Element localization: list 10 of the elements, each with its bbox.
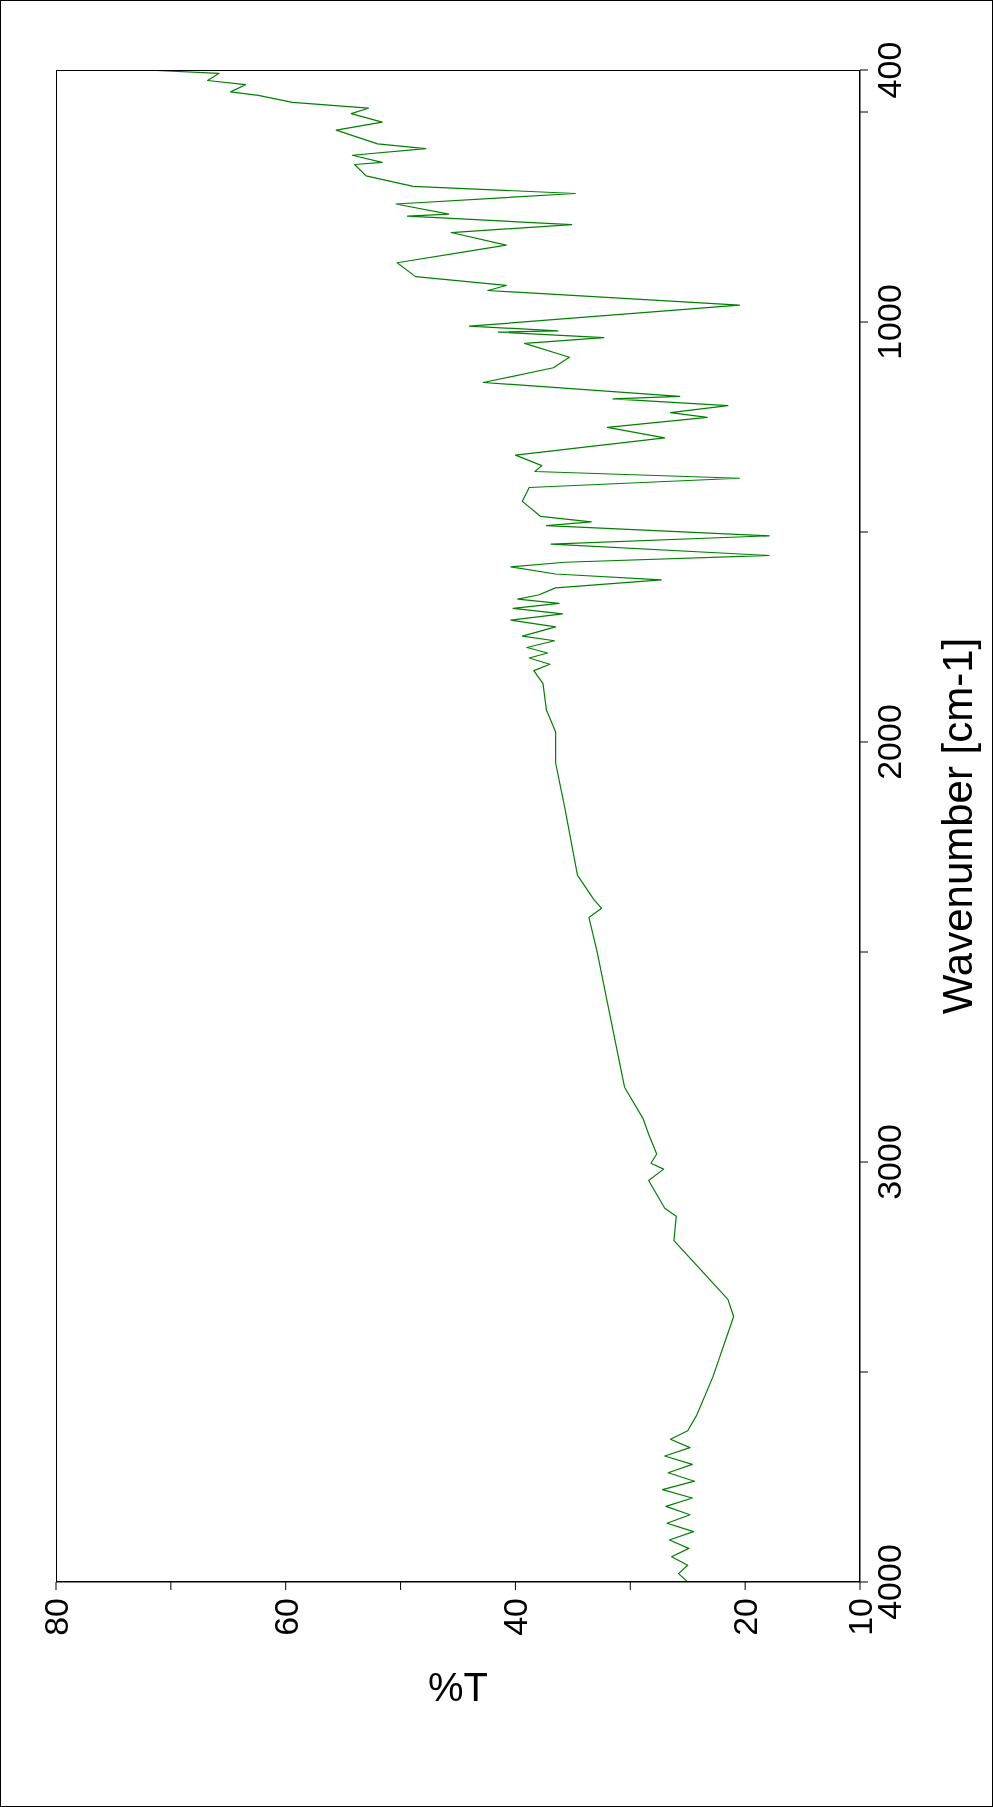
x-tick-label: 20: [726, 1598, 765, 1636]
y-axis-title: Wavenumber [cm-1]: [933, 637, 981, 1015]
y-tick-label: 3000: [869, 1124, 908, 1200]
y-tick-label: 400: [869, 41, 908, 99]
x-tick-label: 40: [496, 1598, 535, 1636]
y-tick-label: 2000: [869, 704, 908, 780]
x-tick-label: 60: [266, 1598, 305, 1636]
y-tick-label: 1000: [869, 284, 908, 360]
x-tick-label: 80: [37, 1598, 75, 1636]
x-axis-title: %T: [428, 1665, 488, 1709]
